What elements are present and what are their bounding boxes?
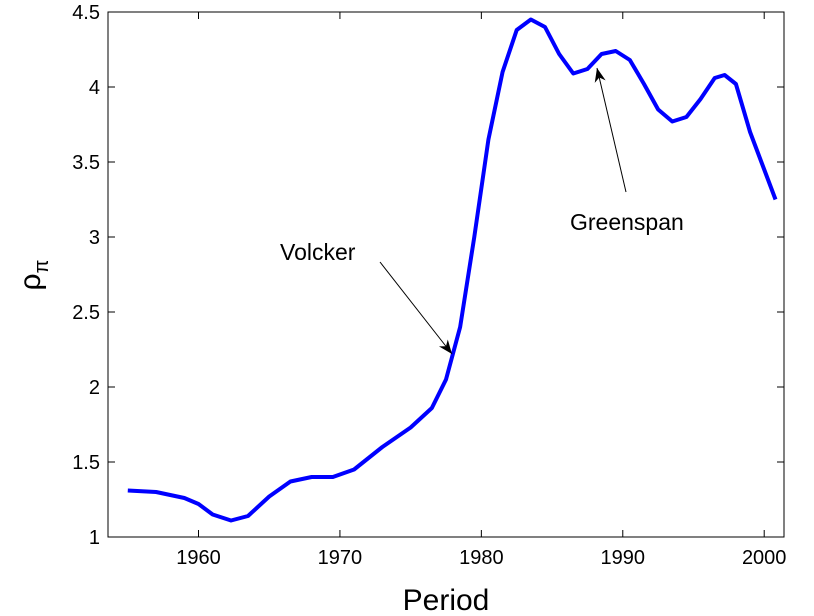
- y-tick-label: 4.5: [72, 2, 100, 24]
- plot-frame: [107, 11, 785, 538]
- y-tick-label: 3: [89, 227, 100, 249]
- y-label-sub: π: [31, 260, 53, 274]
- y-tick-label: 2: [89, 377, 100, 399]
- x-tick-label: 1960: [176, 547, 221, 569]
- annotation: Greenspan: [570, 209, 684, 235]
- annotation: Volcker: [280, 239, 356, 265]
- y-tick-label: 2.5: [72, 302, 100, 324]
- data-line: [127, 17, 778, 523]
- x-tick-label: 2000: [742, 547, 787, 569]
- y-tick-label: 4: [89, 77, 100, 99]
- y-tick-label: 1: [89, 527, 100, 549]
- y-tick-label: 1.5: [72, 452, 100, 474]
- x-axis-label: Period: [403, 584, 490, 616]
- x-tick-label: 1990: [601, 547, 646, 569]
- annotation-arrow: [594, 67, 627, 193]
- y-label-base: ρ: [14, 273, 47, 290]
- y-axis-label: ρπ: [14, 260, 53, 291]
- x-tick-label: 1980: [459, 547, 504, 569]
- y-tick-label: 3.5: [72, 152, 100, 174]
- x-tick-label: 1970: [318, 547, 363, 569]
- annotation-arrow: [379, 261, 453, 355]
